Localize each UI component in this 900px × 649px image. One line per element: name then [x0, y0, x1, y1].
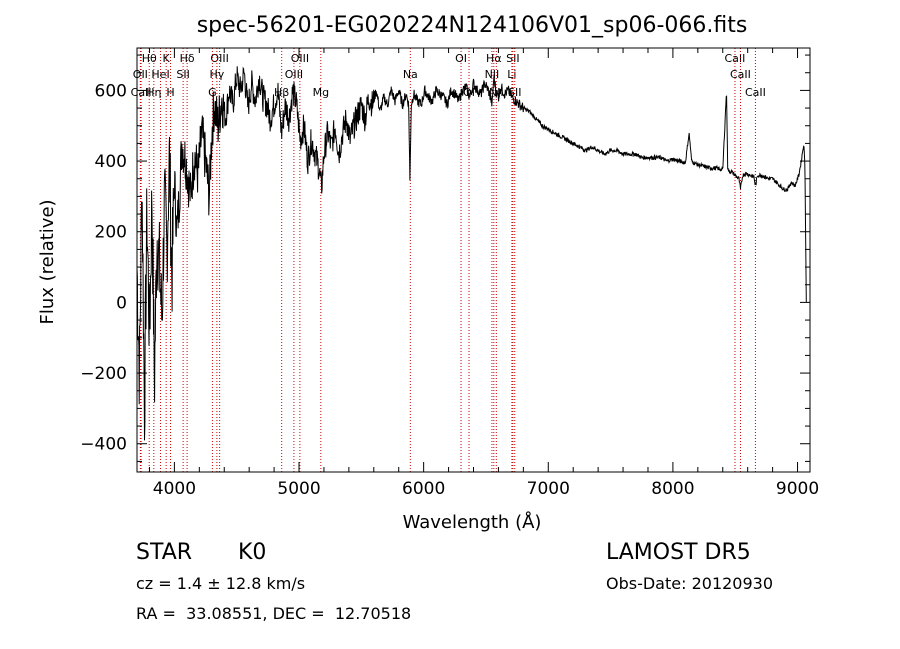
line-label-14: Hβ [274, 86, 289, 99]
y-tick-label-4: 400 [95, 152, 127, 172]
survey-name: LAMOST DR5 [606, 540, 751, 565]
line-label-26: CaII [730, 68, 751, 81]
redshift-cz: cz = 1.4 ± 12.8 km/s [136, 574, 306, 593]
line-label-25: CaII [725, 52, 746, 65]
line-label-15: Mg [313, 86, 329, 99]
y-tick-label-3: 200 [95, 223, 127, 243]
line-label-4: HeI [151, 68, 169, 81]
x-tick-label-1: 5000 [277, 479, 320, 499]
line-label-3: K [163, 52, 171, 65]
object-subclass: K0 [238, 540, 267, 565]
line-label-7: Hδ [180, 52, 195, 65]
line-label-20: SII [506, 52, 519, 65]
axis-ticks: 4000 5000 6000 7000 8000 9000 −400 −200 0 200 400 6… [80, 48, 819, 499]
observation-date: Obs-Date: 20120930 [606, 574, 774, 593]
y-axis-label: Flux (relative) [37, 199, 58, 324]
y-tick-label-5: 600 [95, 81, 127, 101]
spectral-line-markers: Hθ OII CaII K HeI Hη H Hδ SII OIII Hγ G OIII OIII Hβ Mg… [131, 48, 766, 472]
x-tick-label-5: 9000 [776, 479, 819, 499]
line-label-27: CaII [745, 86, 766, 99]
line-label-0: Hθ [142, 52, 157, 65]
line-label-19: Hα [486, 52, 502, 65]
x-tick-label-2: 6000 [402, 479, 445, 499]
line-label-18: OI [463, 86, 475, 99]
line-label-6: H [166, 86, 174, 99]
y-tick-label-1: −200 [80, 364, 127, 384]
spectrum-series [136, 66, 807, 441]
line-label-10: Hγ [209, 68, 224, 81]
object-class: STAR [136, 540, 193, 565]
chart-title: spec-56201-EG020224N124106V01_sp06-066.f… [197, 13, 748, 38]
x-tick-label-4: 8000 [651, 479, 694, 499]
line-label-8: SII [176, 68, 189, 81]
x-axis-label: Wavelength (Å) [403, 511, 542, 533]
line-label-1: OII [133, 68, 148, 81]
x-tick-label-0: 4000 [153, 479, 196, 499]
y-tick-label-0: −400 [80, 435, 127, 455]
line-label-22: Li [507, 68, 516, 81]
line-label-9: OIII [210, 52, 228, 65]
line-label-21: NII [485, 68, 500, 81]
y-tick-label-2: 0 [116, 293, 127, 313]
line-label-16: Na [403, 68, 418, 81]
line-label-5: Hη [146, 86, 161, 99]
line-label-12: OIII [291, 52, 309, 65]
spectrum-line [136, 66, 807, 441]
line-label-11: G [208, 86, 217, 99]
line-label-2: CaII [131, 86, 152, 99]
line-label-17: OI [455, 52, 467, 65]
x-tick-label-3: 7000 [527, 479, 570, 499]
coordinates: RA = 33.08551, DEC = 12.70518 [136, 604, 412, 623]
plot-frame [136, 47, 811, 473]
line-label-13: OIII [285, 68, 303, 81]
